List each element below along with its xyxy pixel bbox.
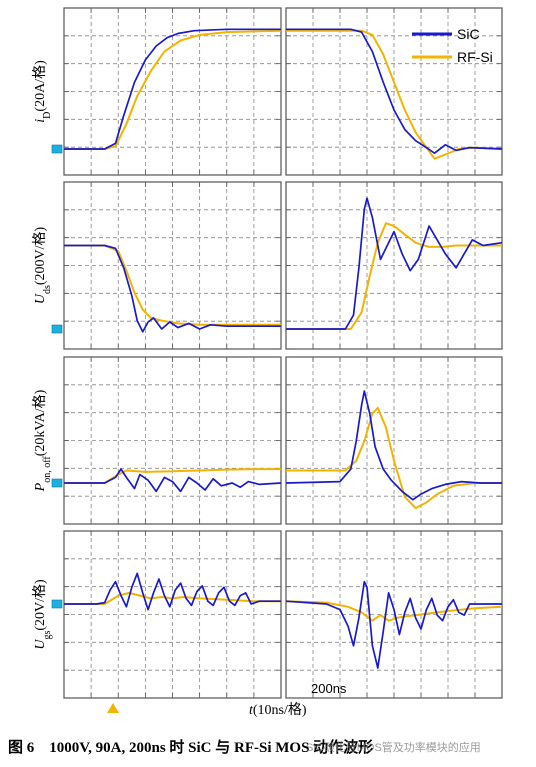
watermark: SiC碳化硅MOS管及功率模块的应用 bbox=[306, 742, 481, 754]
panel-Pon-turn-on-sic-line bbox=[64, 468, 282, 493]
panel-iD-turn-off-sic-line bbox=[286, 28, 503, 155]
panel-Pon-ylabel: Pon, off(20kVA/格) bbox=[32, 389, 53, 492]
panel-Ugs-turn-off-sic-line bbox=[285, 580, 502, 669]
panel-Uds-turn-off-sic-line bbox=[286, 197, 503, 330]
panel-Uds: Uds(200V/格) bbox=[32, 181, 503, 350]
legend-label-rfsi: RF-Si bbox=[457, 49, 493, 65]
panel-Pon-turn-off-rfsi-line bbox=[286, 406, 502, 510]
legend-label-sic: SiC bbox=[457, 26, 480, 42]
panel-Pon-turn-off-sic-line bbox=[285, 390, 502, 501]
trigger-marker bbox=[107, 703, 119, 713]
waveform-panels: iD(20A/格) Uds(200V/格) Pon, off(20kVA/格) Ugs… bbox=[32, 7, 503, 699]
legend: SiC RF-Si bbox=[412, 26, 493, 65]
panel-Ugs-turn-off-rfsi-line bbox=[285, 600, 503, 622]
panel-Ugs-level-marker bbox=[51, 599, 63, 609]
panel-Ugs: Ugs(20V/格) bbox=[32, 530, 503, 699]
panel-Uds-turn-off-rfsi-line bbox=[286, 222, 502, 330]
panel-Ugs-turn-on-sic-line bbox=[64, 572, 281, 611]
panel-Ugs-turn-on-rfsi-line bbox=[64, 591, 281, 605]
panel-Uds-level-marker bbox=[51, 324, 63, 334]
panel-Pon: Pon, off(20kVA/格) bbox=[32, 356, 503, 525]
panel-Pon-level-marker bbox=[51, 478, 63, 488]
panel-Uds-ylabel: Uds(200V/格) bbox=[32, 226, 53, 304]
x-axis-label: t(10ns/格) bbox=[249, 702, 307, 718]
panel-iD-level-marker bbox=[51, 144, 63, 154]
gap-label: 200ns bbox=[311, 681, 347, 696]
panel-Ugs-ylabel: Ugs(20V/格) bbox=[32, 579, 53, 650]
figure-caption: 图 6 1000V, 90A, 200ns 时 SiC 与 RF-Si MOS … bbox=[8, 740, 374, 756]
panel-Uds-turn-on-sic-line bbox=[64, 244, 281, 333]
panel-iD: iD(20A/格) bbox=[32, 7, 503, 176]
panel-iD-ylabel: iD(20A/格) bbox=[32, 60, 53, 123]
panel-iD-turn-on-sic-line bbox=[64, 28, 281, 150]
